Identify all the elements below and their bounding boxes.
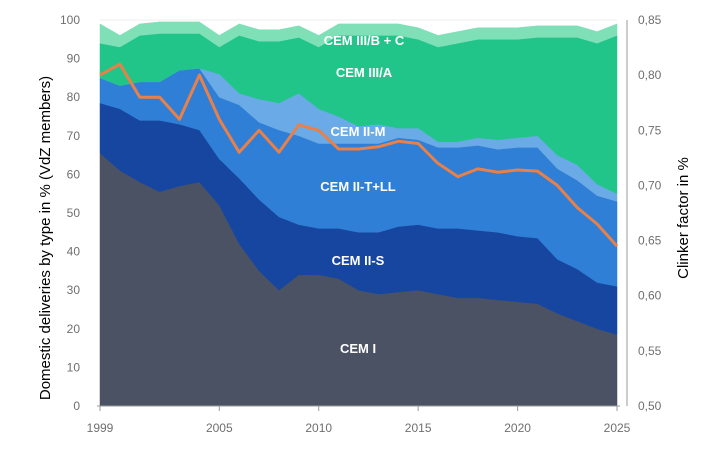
y2-tick-label: 0,60 — [638, 289, 662, 303]
y2-tick-label: 0,55 — [638, 344, 662, 358]
x-tick-label: 2020 — [504, 421, 531, 435]
label-layer: CEM III/B + C CEM III/A CEM II-M CEM II-T+L… — [320, 33, 405, 356]
x-tick-label: 2005 — [206, 421, 233, 435]
line-layer — [99, 62, 619, 248]
y2-tick-label: 0,70 — [638, 178, 662, 192]
y2-tick-label: 0,50 — [638, 399, 662, 413]
y-tick-label: 60 — [67, 167, 81, 181]
y-tick-label: 100 — [60, 13, 80, 27]
series-label-cem-ii-s: CEM II-S — [332, 253, 385, 268]
series-label-cem-iii-a: CEM III/A — [336, 65, 393, 80]
series-label-cem-i: CEM I — [340, 341, 376, 356]
x-tick-label: 2015 — [405, 421, 432, 435]
y-tick-label: 30 — [67, 283, 81, 297]
series-label-cem-ii-m: CEM II-M — [331, 124, 386, 139]
y2-tick-label: 0,85 — [638, 13, 662, 27]
y2-tick-label: 0,75 — [638, 123, 662, 137]
y-tick-label: 20 — [67, 322, 81, 336]
y-tick-label: 90 — [67, 52, 81, 66]
x-tick-label: 2010 — [305, 421, 332, 435]
y-tick-label: 10 — [67, 360, 81, 374]
y-tick-label: 80 — [67, 90, 81, 104]
y-tick-label: 40 — [67, 245, 81, 259]
y-tick-label: 70 — [67, 129, 81, 143]
y2-tick-label: 0,80 — [638, 68, 662, 82]
y-tick-label: 50 — [67, 206, 81, 220]
y-tick-label: 0 — [73, 399, 80, 413]
series-label-cem-iii-b-c: CEM III/B + C — [324, 33, 405, 48]
y2-tick-label: 0,65 — [638, 234, 662, 248]
y-axis-title: Domestic deliveries by type in % (VdZ me… — [37, 76, 54, 400]
series-label-cem-ii-t-ll: CEM II-T+LL — [320, 179, 396, 194]
area-layer — [99, 21, 618, 407]
x-tick-label: 1999 — [87, 421, 114, 435]
y2-axis-title: Clinker factor in % — [675, 157, 692, 279]
area-cem-iii-b-c — [99, 21, 618, 48]
x-tick-label: 2025 — [604, 421, 631, 435]
clinker-factor-line — [99, 62, 619, 248]
axis-layer: 0 10 20 30 40 50 60 70 80 90 100 0,50 0,55 0,60 0,65 0,… — [60, 13, 662, 435]
